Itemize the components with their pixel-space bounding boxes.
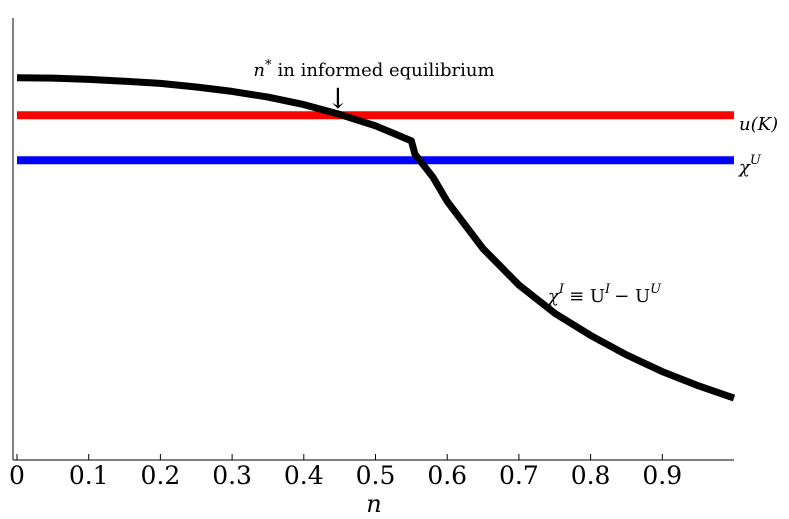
x-tick-label: 0.3 [212,461,252,490]
x-tick-label: 0.6 [427,461,467,490]
annotation-arrow: ↓ [326,82,349,115]
x-tick-label: 0.9 [642,461,682,490]
annotation-label: n* in informed equilibrium [253,58,494,81]
x-tick-label: 0.4 [284,461,324,490]
x-tick-label: 0.2 [141,461,181,490]
series-lines [16,74,736,402]
x-axis-title: n [366,490,381,518]
series-line-2 [16,74,736,402]
x-ticks: 0 0.1 0.2 0.3 0.4 0.5 0.6 0.7 0.8 0.9 [9,454,682,490]
x-tick-label: 0.1 [69,461,109,490]
x-tick-label: 0.8 [571,461,611,490]
x-tick-label: 0.5 [356,461,396,490]
series-label-chiU: χU [737,153,762,178]
x-tick-label: 0 [9,461,25,490]
series-label-uK: u(K) [739,114,778,135]
series-label-chiI: χI ≡ UI − UU [546,282,662,307]
x-tick-label: 0.7 [499,461,539,490]
